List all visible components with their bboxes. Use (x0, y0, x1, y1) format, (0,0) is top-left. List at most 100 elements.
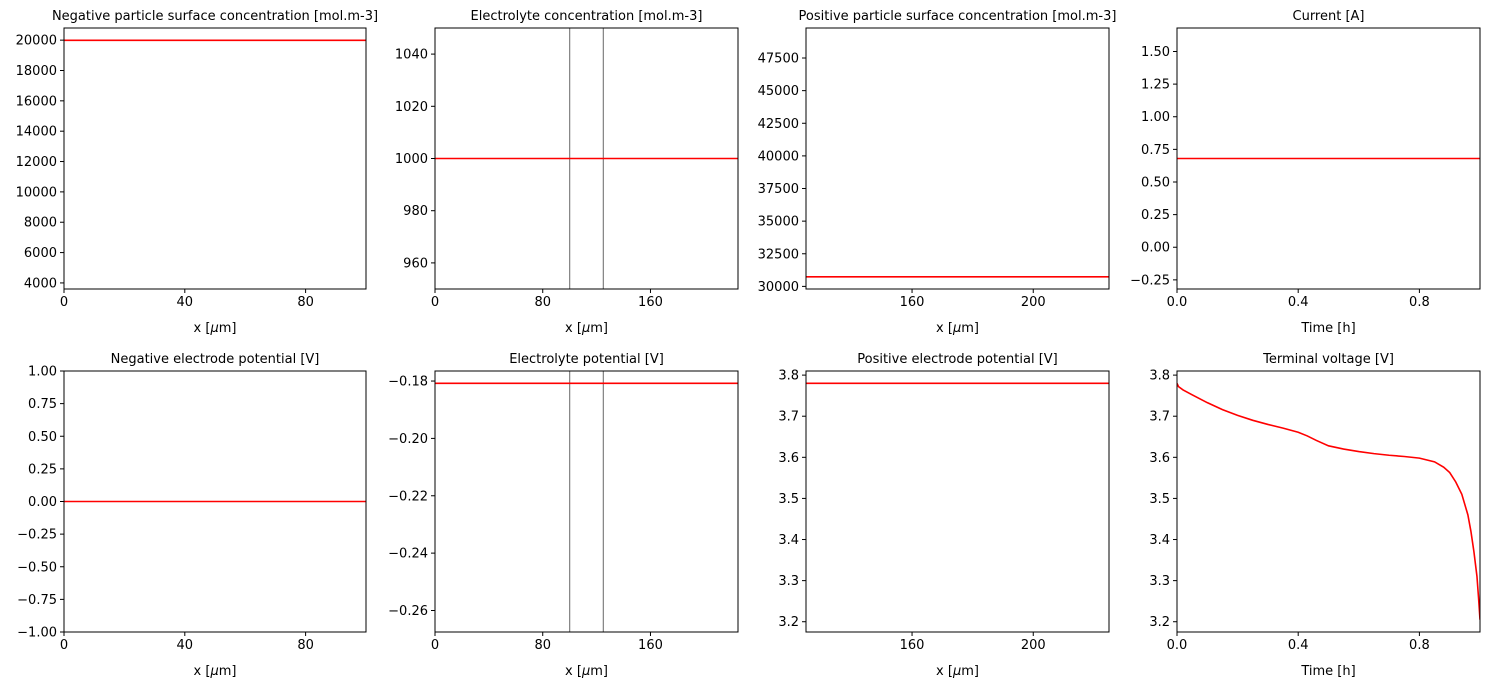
y-tick-label: 35000 (758, 215, 799, 230)
y-tick-label: 10000 (16, 185, 57, 200)
y-tick-label: 960 (403, 256, 428, 271)
y-tick-label: 3.6 (778, 451, 799, 466)
y-tick-label: 3.4 (1149, 533, 1170, 548)
y-tick-label: 3.7 (1149, 410, 1170, 425)
x-axis-label: Time [h] (1300, 321, 1355, 336)
axes-frame (805, 27, 1110, 290)
subplot-8: 0.0 0.4 0.8 3.2 3.3 3.4 3.5 3.6 3.7 3.8 Terminal v… (1149, 352, 1481, 679)
plot-area (435, 371, 738, 632)
y-tick-label: 3.8 (1149, 369, 1170, 384)
y-tick-label: −0.22 (388, 489, 428, 504)
y-tick-label: 1.25 (1141, 78, 1170, 93)
subplot-4: 0.0 0.4 0.8 −0.25 0.00 0.25 0.50 0.75 1.00 1.25 1.… (1130, 9, 1481, 336)
y-tick-label: −0.24 (388, 547, 428, 562)
subplot-5: 0 40 80 −1.00 −0.75 −0.50 −0.25 0.00 0.25 0.50 0.7… (17, 352, 367, 679)
y-tick-label: 3.8 (778, 369, 799, 384)
subplot-2: 0 80 160 960 980 1000 1020 1040 Electrolyte conc… (395, 9, 739, 336)
y-tick-label: 3.7 (778, 410, 799, 425)
x-tick-label: 80 (297, 638, 314, 653)
chart-title: Current [A] (1293, 9, 1365, 24)
y-tick-label: −1.00 (17, 626, 57, 641)
y-tick-label: 980 (403, 204, 428, 219)
y-tick-label: −0.20 (388, 432, 428, 447)
x-axis-label: x [μm] (565, 664, 608, 679)
x-tick-label: 80 (534, 295, 551, 310)
y-tick-label: 1040 (395, 48, 428, 63)
x-tick-label: 40 (177, 638, 194, 653)
x-axis-label: x [μm] (565, 321, 608, 336)
subplot-3: 160 200 30000 32500 35000 37500 40000 42500 4500… (758, 9, 1117, 336)
y-tick-label: 40000 (758, 149, 799, 164)
y-tick-label: 30000 (758, 280, 799, 295)
y-tick-label: −0.18 (388, 375, 428, 390)
x-tick-label: 80 (297, 295, 314, 310)
y-tick-label: 3.4 (778, 533, 799, 548)
x-axis-label: x [μm] (936, 321, 979, 336)
y-tick-label: 3.5 (778, 492, 799, 507)
y-tick-label: 3.5 (1149, 492, 1170, 507)
y-tick-label: 20000 (16, 34, 57, 49)
x-axis-label: Time [h] (1300, 664, 1355, 679)
subplot-6: 0 80 160 −0.26 −0.24 −0.22 −0.20 −0.18 Electroly… (388, 352, 739, 679)
y-tick-label: −0.26 (388, 604, 428, 619)
x-tick-label: 40 (177, 295, 194, 310)
y-tick-label: 8000 (24, 216, 57, 231)
y-tick-label: −0.25 (1130, 273, 1170, 288)
y-tick-label: 0.00 (28, 495, 57, 510)
y-tick-label: 0.00 (1141, 241, 1170, 256)
axes-frame (63, 27, 367, 290)
series-line-1 (1177, 382, 1480, 620)
y-tick-label: 42500 (758, 117, 799, 132)
x-tick-label: 160 (900, 295, 925, 310)
subplot-1: 0 40 80 4000 6000 8000 10000 12000 14000 16000 180… (16, 9, 378, 336)
y-tick-label: 3.3 (1149, 574, 1170, 589)
y-tick-label: 3.2 (778, 615, 799, 630)
y-tick-label: 0.75 (28, 397, 57, 412)
x-tick-label: 160 (638, 295, 663, 310)
chart-title: Negative electrode potential [V] (111, 352, 320, 367)
x-axis-label: x [μm] (194, 664, 237, 679)
x-tick-label: 160 (900, 638, 925, 653)
y-tick-label: 16000 (16, 94, 57, 109)
x-tick-label: 0 (431, 638, 439, 653)
y-tick-label: 1.00 (28, 365, 57, 380)
x-tick-label: 80 (534, 638, 551, 653)
y-tick-label: 1000 (395, 152, 428, 167)
chart-title: Positive particle surface concentration … (799, 9, 1117, 24)
y-tick-label: 0.75 (1141, 143, 1170, 158)
chart-title: Positive electrode potential [V] (857, 352, 1058, 367)
y-tick-label: 32500 (758, 247, 799, 262)
y-tick-label: 0.25 (28, 462, 57, 477)
y-tick-label: 47500 (758, 52, 799, 67)
y-tick-label: 1.00 (1141, 110, 1170, 125)
y-tick-label: 6000 (24, 246, 57, 261)
y-tick-label: 4000 (24, 276, 57, 291)
plot-area (435, 28, 738, 289)
x-axis-label: x [μm] (936, 664, 979, 679)
x-axis-label: x [μm] (194, 321, 237, 336)
y-tick-label: 3.3 (778, 574, 799, 589)
axes-frame (1176, 27, 1481, 290)
x-tick-label: 0 (60, 295, 68, 310)
y-tick-label: 1.50 (1141, 45, 1170, 60)
y-tick-label: 14000 (16, 125, 57, 140)
axes-frame (1176, 370, 1481, 633)
x-tick-label: 0.8 (1409, 638, 1430, 653)
chart-title: Negative particle surface concentration … (52, 9, 378, 24)
y-tick-label: 37500 (758, 182, 799, 197)
x-tick-label: 0.4 (1288, 638, 1309, 653)
x-tick-label: 0.8 (1409, 295, 1430, 310)
y-tick-label: 18000 (16, 64, 57, 79)
subplot-7: 160 200 3.2 3.3 3.4 3.5 3.6 3.7 3.8 Positive elec… (778, 352, 1110, 679)
y-tick-label: 12000 (16, 155, 57, 170)
x-tick-label: 0.4 (1288, 295, 1309, 310)
x-tick-label: 0 (431, 295, 439, 310)
chart-title: Terminal voltage [V] (1262, 352, 1394, 367)
axes-frame (805, 370, 1110, 633)
plot-area (1177, 382, 1480, 620)
x-tick-label: 0.0 (1167, 638, 1188, 653)
x-tick-label: 0 (60, 638, 68, 653)
y-tick-label: −0.50 (17, 560, 57, 575)
y-tick-label: 0.50 (1141, 175, 1170, 190)
